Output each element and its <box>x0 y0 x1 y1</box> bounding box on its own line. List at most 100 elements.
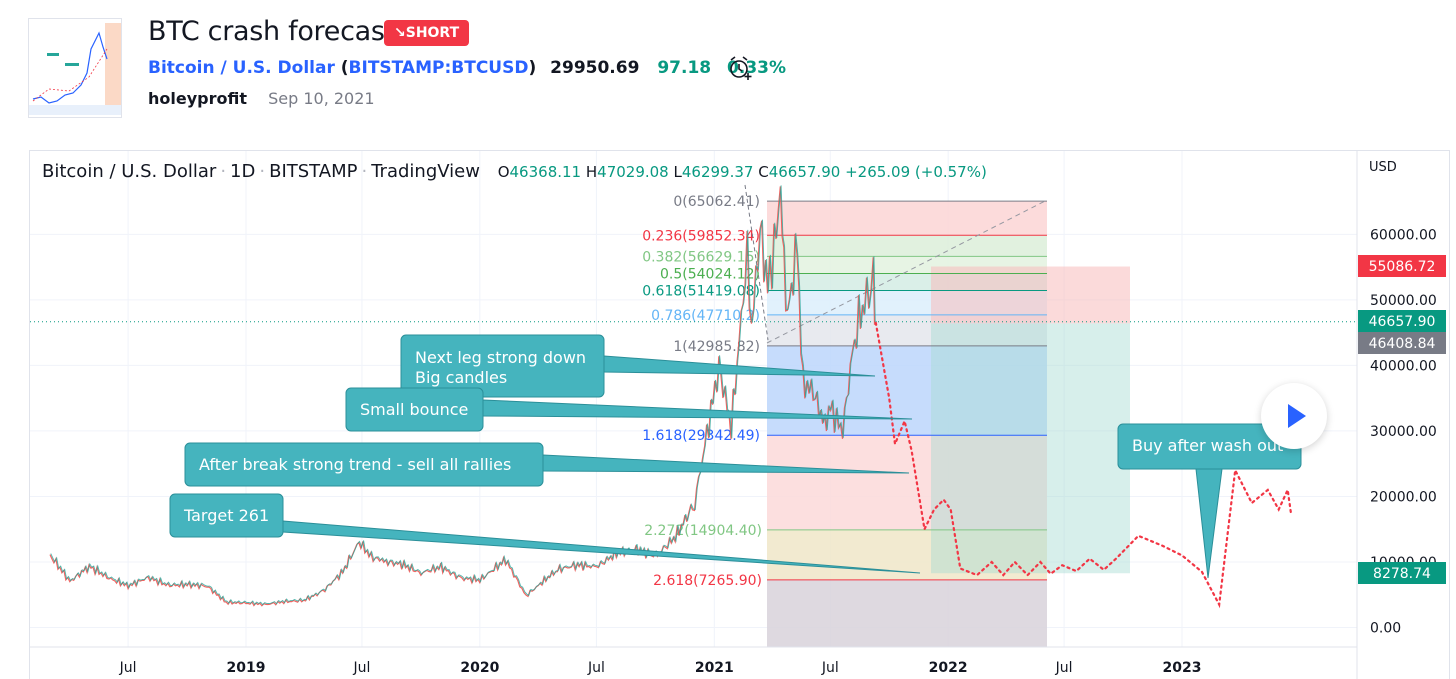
thumbnail-chart-icon <box>29 19 121 117</box>
symbol-change-pct: 0.33% <box>727 58 787 78</box>
author-link[interactable]: holeyprofit <box>148 89 247 108</box>
author-line: holeyprofit Sep 10, 2021 <box>148 89 375 108</box>
publish-date: Sep 10, 2021 <box>268 89 375 108</box>
axis-layer: 60000.00 50000.00 40000.00 30000.00 20000.00… <box>30 151 1446 679</box>
legend-source: TradingView <box>371 161 480 182</box>
ohlc-close: 46657.90 <box>768 163 841 181</box>
x-tick-label: 2022 <box>929 660 968 676</box>
callout-text: Target 261 <box>183 506 269 525</box>
callout-box <box>400 334 605 398</box>
annotation-callout: Buy after wash out <box>1117 423 1302 579</box>
fib-trend-line <box>744 184 769 341</box>
callout-text: Next leg strong down <box>415 348 586 367</box>
x-tick-label: 2023 <box>1163 660 1202 676</box>
currency-label: USD <box>1369 160 1397 175</box>
x-tick-label: Jul <box>1055 660 1073 676</box>
play-button[interactable] <box>1261 383 1327 449</box>
legend-ohlc: O46368.11 H47029.08 L46299.37 C46657.90 … <box>498 163 987 181</box>
fib-level-label: 1.618(29342.49) <box>642 428 760 444</box>
fib-band <box>767 579 1047 648</box>
fib-level-label: 0.786(47710.2) <box>651 308 760 324</box>
forecast-layer <box>874 321 1293 609</box>
callout-text: Big candles <box>415 368 507 387</box>
price-label-box <box>1358 310 1446 332</box>
fib-band <box>767 435 1047 530</box>
fib-level-label: 0.5(54024.12) <box>660 266 760 282</box>
symbol-price: 29950.69 <box>550 58 640 78</box>
ohlc-close-key: C <box>758 163 769 181</box>
fib-band <box>767 201 1047 236</box>
take-profit-zone <box>931 323 1130 574</box>
chart-legend: Bitcoin / U.S. Dollar · 1D · BITSTAMP · Tradin… <box>42 161 987 182</box>
forecast-path <box>874 321 1293 609</box>
legend-symbol-name: Bitcoin / U.S. Dollar <box>42 161 217 182</box>
zone-layer <box>767 201 1130 648</box>
x-tick-label: 2021 <box>695 660 734 676</box>
fib-level-label: 0.618(51419.08) <box>642 284 760 300</box>
fib-level-label: 0(65062.41) <box>673 194 760 210</box>
fib-band <box>767 345 1047 436</box>
stop-loss-zone <box>931 266 1130 324</box>
idea-title: BTC crash forecast <box>148 16 395 47</box>
short-badge: ↘SHORT <box>384 20 470 46</box>
y-tick-label: 60000.00 <box>1370 227 1437 243</box>
y-tick-label: 20000.00 <box>1370 489 1437 505</box>
play-icon <box>1288 404 1306 428</box>
idea-thumbnail[interactable] <box>28 18 122 118</box>
y-tick-label: 50000.00 <box>1370 293 1437 309</box>
symbol-change: 97.18 <box>657 58 712 78</box>
ohlc-low-key: L <box>673 163 682 181</box>
callout-text: Buy after wash out <box>1132 436 1283 455</box>
ohlc-open: 46368.11 <box>509 163 582 181</box>
x-tick-label: 2019 <box>227 660 266 676</box>
symbol-name-link[interactable]: Bitcoin / U.S. Dollar <box>148 58 335 78</box>
annotation-callout: Target 261 <box>169 493 921 574</box>
fib-diagonal-line <box>766 199 1048 344</box>
legend-dot: · <box>220 161 227 182</box>
ohlc-high: 47029.08 <box>597 163 669 181</box>
alarm-clock-plus-icon <box>730 56 752 80</box>
price-label-box <box>1358 562 1446 584</box>
ohlc-high-key: H <box>585 163 598 181</box>
symbol-ticker-link[interactable]: BITSTAMP:BTCUSD <box>348 58 529 78</box>
x-tick-label: Jul <box>119 660 137 676</box>
x-tick-label: Jul <box>587 660 605 676</box>
price-layer <box>30 185 1357 607</box>
price-label-text: 55086.72 <box>1369 259 1436 275</box>
callout-text: After break strong trend - sell all rall… <box>199 455 511 474</box>
fib-band <box>767 235 1047 257</box>
add-alert-button[interactable] <box>727 55 753 81</box>
annotation-callout: Small bounce <box>345 387 913 432</box>
fib-level-label: 0.382(56629.15) <box>642 249 760 265</box>
ohlc-change: +265.09 (+0.57%) <box>845 163 987 181</box>
y-tick-label: 40000.00 <box>1370 358 1437 374</box>
annotation-callout: After break strong trend - sell all rall… <box>184 442 910 487</box>
price-label-text: 46657.90 <box>1369 314 1436 330</box>
price-series-overlay <box>50 185 878 606</box>
symbol-line: Bitcoin / U.S. Dollar (BITSTAMP:BTCUSD) … <box>148 58 786 78</box>
x-tick-label: Jul <box>821 660 839 676</box>
fib-level-label: 2.618(7265.90) <box>653 573 762 589</box>
callout-box <box>169 493 284 538</box>
price-label-text: 46408.84 <box>1369 336 1436 352</box>
legend-dot: · <box>361 161 368 182</box>
x-tick-label: Jul <box>353 660 371 676</box>
fib-level-label: 0.236(59852.34) <box>642 228 760 244</box>
symbol-paren-open: ( <box>340 58 349 78</box>
legend-dot: · <box>259 161 266 182</box>
y-tick-label: 30000.00 <box>1370 424 1437 440</box>
legend-exchange: BITSTAMP <box>269 161 358 182</box>
callout-box <box>184 442 544 487</box>
price-label-box <box>1358 332 1446 354</box>
y-tick-label: 0.00 <box>1370 621 1401 637</box>
symbol-paren-close: ) <box>528 58 537 78</box>
callout-text: Small bounce <box>360 400 468 419</box>
legend-interval: 1D <box>230 161 256 182</box>
x-tick-label: 2020 <box>460 660 499 676</box>
callout-box <box>345 387 484 432</box>
price-label-text: 8278.74 <box>1373 566 1431 582</box>
fib-level-label: 1(42985.82) <box>673 339 760 355</box>
